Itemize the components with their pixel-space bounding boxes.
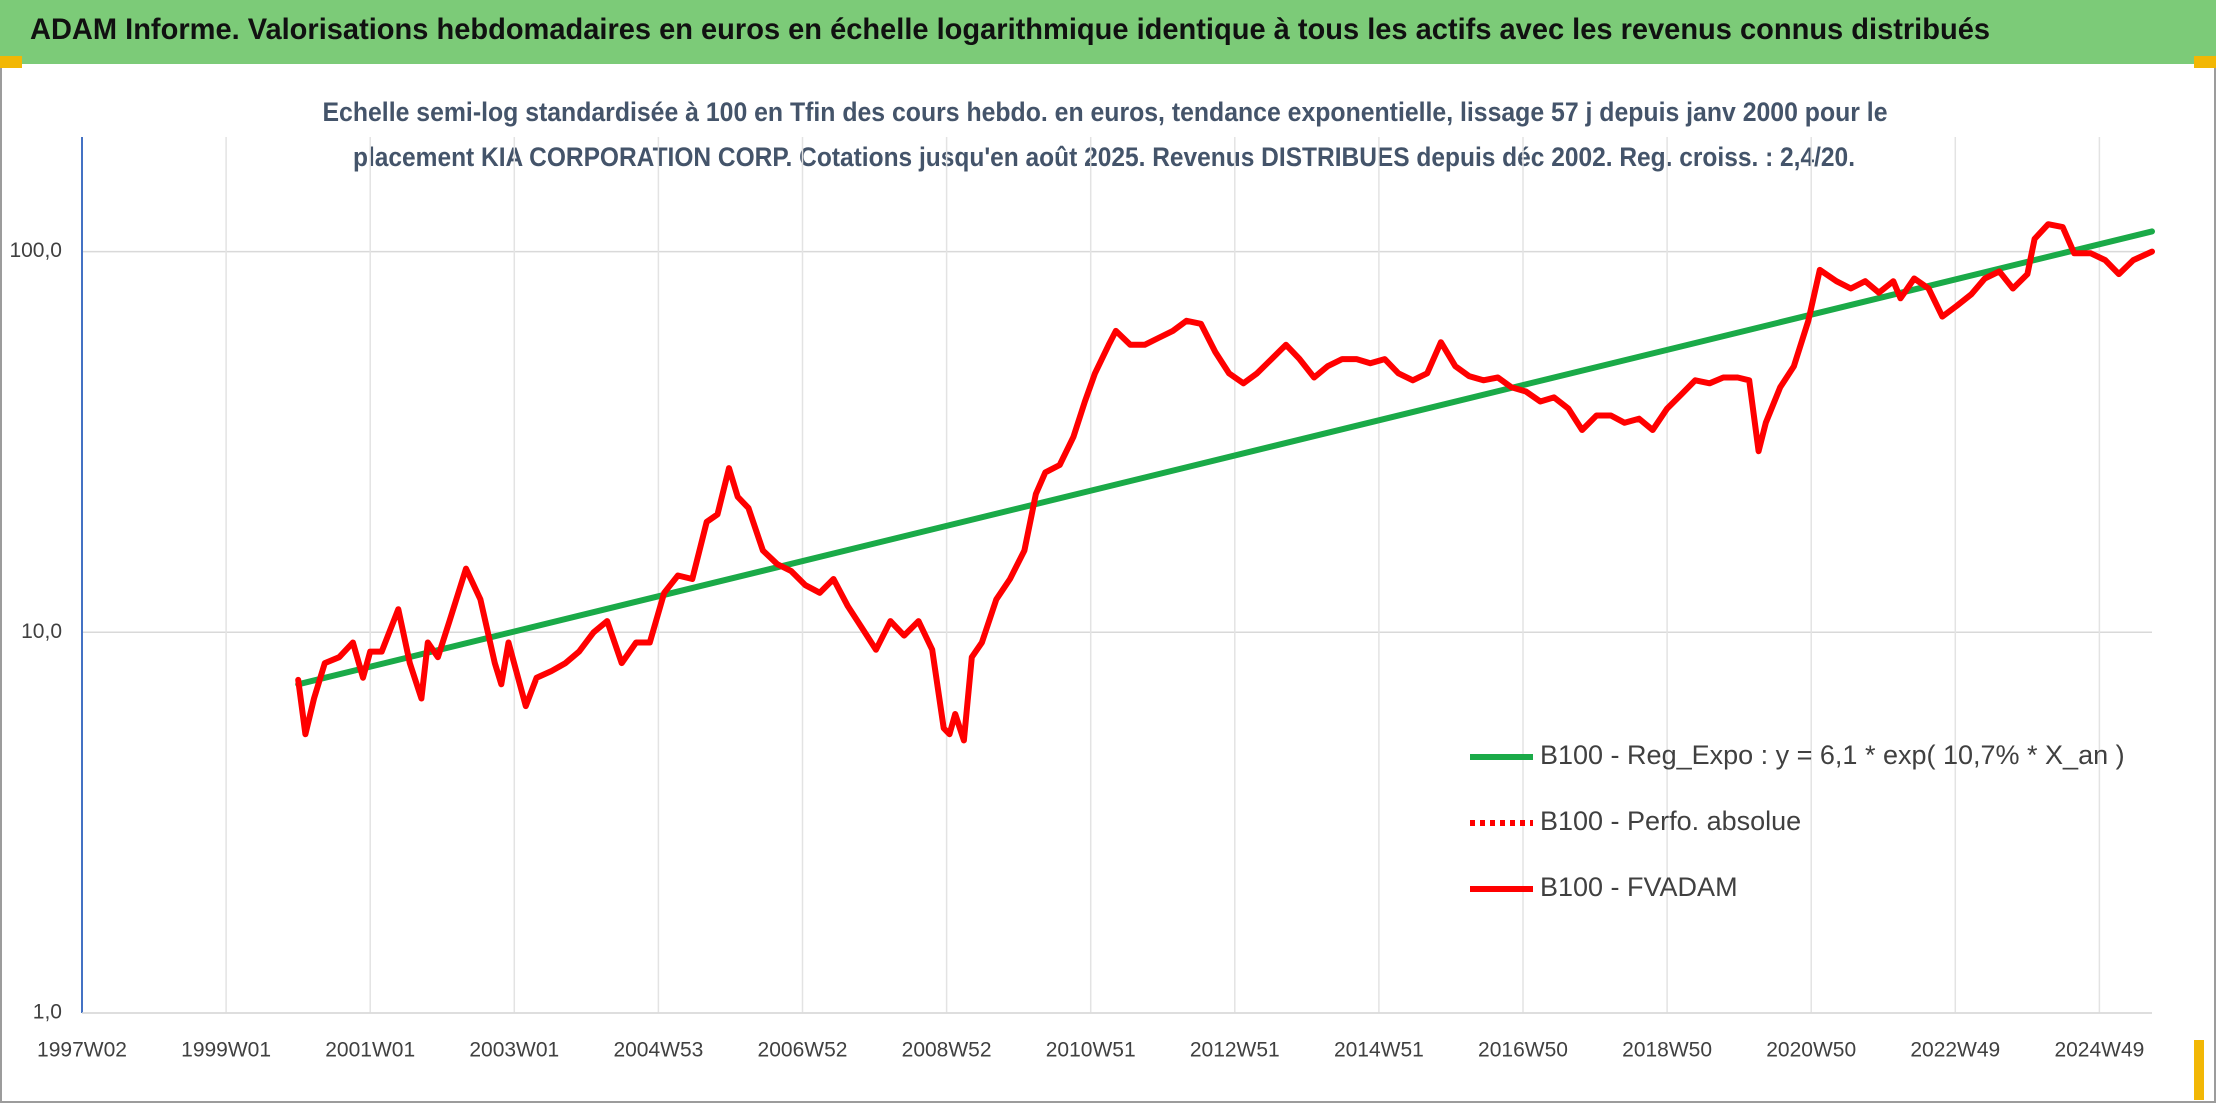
- legend-label: B100 - Perfo. absolue: [1540, 806, 1801, 836]
- x-tick-label: 2018W50: [1622, 1039, 1712, 1062]
- x-tick-label: 2010W51: [1046, 1039, 1136, 1062]
- x-tick-label: 2012W51: [1190, 1039, 1280, 1062]
- y-tick-label: 10,0: [21, 620, 62, 643]
- corner-mark: [2194, 56, 2216, 68]
- chart-title: ADAM Informe. Valorisations hebdomadaire…: [30, 13, 1990, 46]
- x-tick-label: 2004W53: [613, 1039, 703, 1062]
- y-tick-label: 100,0: [9, 239, 62, 262]
- x-tick-label: 2022W49: [1910, 1039, 2000, 1062]
- y-tick-label: 1,0: [33, 1001, 62, 1024]
- x-tick-label: 1997W02: [37, 1039, 127, 1062]
- x-tick-label: 2014W51: [1334, 1039, 1424, 1062]
- x-tick-label: 2016W50: [1478, 1039, 1568, 1062]
- x-tick-label: 2003W01: [469, 1039, 559, 1062]
- x-tick-label: 1999W01: [181, 1039, 271, 1062]
- x-tick-label: 2020W50: [1766, 1039, 1856, 1062]
- x-tick-label: 2024W49: [2054, 1039, 2144, 1062]
- series-line: [295, 228, 2155, 688]
- x-tick-label: 2008W52: [902, 1039, 992, 1062]
- chart-subtitle: placement KIA CORPORATION CORP. Cotation…: [353, 142, 1855, 172]
- chart-subtitle: Echelle semi-log standardisée à 100 en T…: [323, 97, 1888, 127]
- x-tick-label: 2001W01: [325, 1039, 415, 1062]
- legend-label: B100 - FVADAM: [1540, 872, 1738, 902]
- x-tick-label: 2006W52: [758, 1039, 848, 1062]
- series-line: [295, 221, 2155, 744]
- header-bar: [0, 0, 2216, 64]
- legend-label: B100 - Reg_Expo : y = 6,1 * exp( 10,7% *…: [1540, 740, 2125, 770]
- corner-mark: [0, 56, 22, 68]
- corner-mark: [2194, 1040, 2204, 1100]
